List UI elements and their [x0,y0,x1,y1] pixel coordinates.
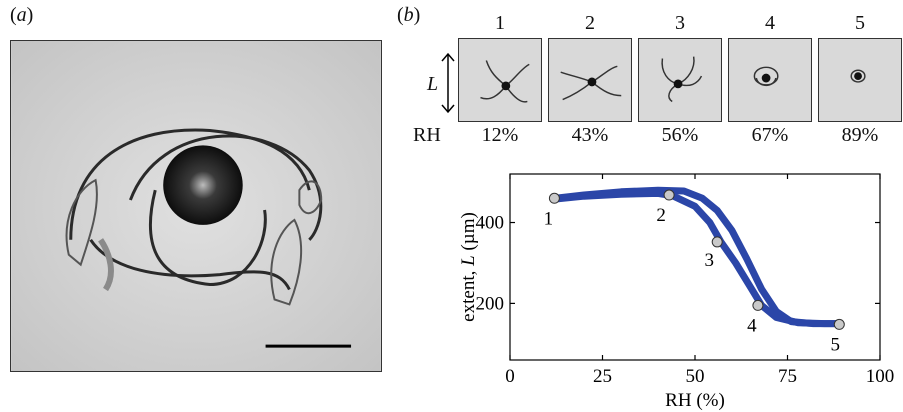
data-point-label-5: 5 [831,334,841,355]
thumbnail-number-4: 4 [765,12,775,34]
fiber-loop-4 [89,238,291,291]
data-point-label-3: 3 [704,250,714,271]
droplet [163,145,243,225]
rh-row-label: RH [413,124,441,146]
thumbnail-image-5 [818,38,902,122]
thumbnail-number-3: 3 [675,12,685,34]
y-tick-label: 400 [476,213,505,234]
panel-b-label: (b) [397,4,421,26]
x-axis-label: RH (%) [665,390,725,411]
thumbnail-rh-2: 43% [571,124,609,146]
fiber-loop-3 [148,189,267,287]
thumbnail-image-1 [458,38,542,122]
thumbnail-number-1: 1 [495,12,505,34]
thumbnail-rh-4: 67% [751,124,789,146]
thumbnail-number-2: 2 [585,12,595,34]
data-point-label-1: 1 [544,208,554,229]
thumbnail-row: L RH 1 12% 2 43% 3 56% 4 [0,0,903,160]
x-tick-label: 25 [593,366,612,387]
x-tick-label: 100 [866,366,895,387]
data-point-label-4: 4 [747,315,757,336]
length-arrow [441,52,455,114]
thumbnail-rh-1: 12% [481,124,519,146]
series-line-2 [550,189,843,328]
y-axis-label: extent, L (µm) [458,212,479,322]
thumbnail-image-2 [548,38,632,122]
thumbnail-rh-3: 56% [661,124,699,146]
thumbnail-rh-5: 89% [841,124,879,146]
data-point-3 [711,236,723,248]
thumbnail-image-3 [638,38,722,122]
data-point-2 [663,189,675,201]
data-point-label-2: 2 [656,205,666,226]
data-point-1 [548,192,560,204]
thumbnail-number-5: 5 [855,12,865,34]
fiber-loop-1 [69,128,311,240]
length-symbol: L [427,73,439,95]
data-point-4 [752,299,764,311]
thumbnail-image-4 [728,38,812,122]
extent-vs-rh-chart: 1 2 3 4 5 0 25 50 75 100 200 400 extent, L (µm) RH… [458,173,895,411]
fiber-loop-2 [129,134,323,241]
y-tick-label: 200 [476,293,505,314]
micrograph-image [10,40,382,372]
x-tick-label: 75 [778,366,797,387]
panel-a-label: (a) [10,4,34,26]
x-tick-label: 50 [686,366,705,387]
x-tick-label: 0 [505,366,515,387]
data-point-5 [833,318,845,330]
plot-frame [509,173,881,361]
